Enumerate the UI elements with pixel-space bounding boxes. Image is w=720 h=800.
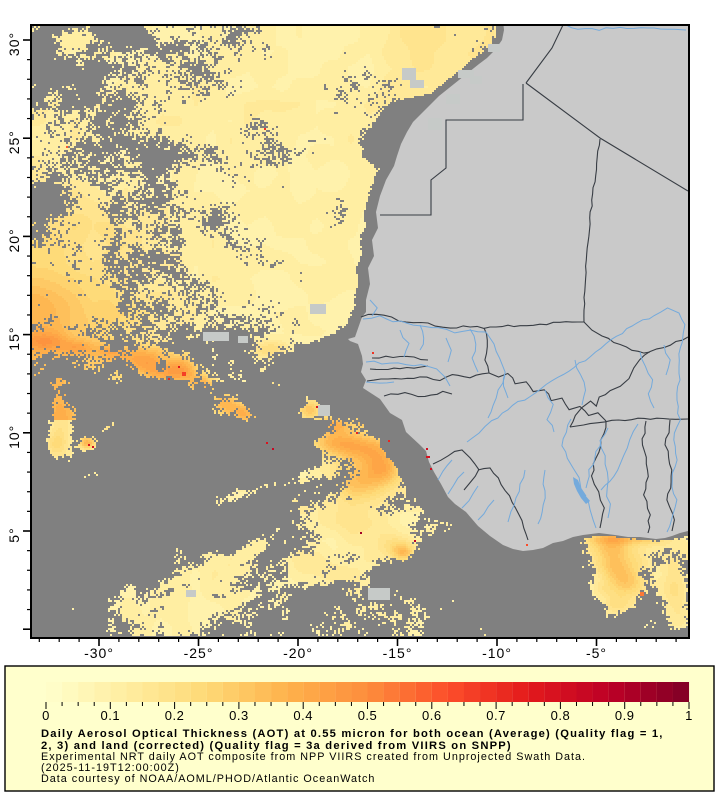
svg-text:-25°: -25° [184, 645, 214, 661]
svg-text:0.8: 0.8 [551, 708, 571, 723]
svg-text:-10°: -10° [482, 645, 512, 661]
svg-text:0.9: 0.9 [615, 708, 635, 723]
svg-text:Experimental NRT daily AOT com: Experimental NRT daily AOT composite fro… [41, 751, 586, 763]
svg-text:0.2: 0.2 [165, 708, 185, 723]
svg-text:0.1: 0.1 [101, 708, 121, 723]
svg-text:0.7: 0.7 [486, 708, 506, 723]
svg-text:0.4: 0.4 [293, 708, 313, 723]
svg-text:15°: 15° [6, 327, 22, 351]
svg-text:5°: 5° [6, 527, 22, 542]
svg-text:0.6: 0.6 [422, 708, 442, 723]
svg-text:1: 1 [685, 708, 693, 723]
svg-text:0.5: 0.5 [358, 708, 378, 723]
svg-text:Data courtesy of NOAA/AOML/PHO: Data courtesy of NOAA/AOML/PHOD/Atlantic… [41, 773, 375, 785]
svg-text:30°: 30° [6, 32, 22, 56]
svg-text:(2025-11-19T12:00:00Z): (2025-11-19T12:00:00Z) [41, 762, 180, 774]
svg-text:-5°: -5° [586, 645, 607, 661]
svg-text:2, 3) and land (corrected) (Qu: 2, 3) and land (corrected) (Quality flag… [41, 740, 512, 752]
svg-text:25°: 25° [6, 130, 22, 154]
svg-text:-20°: -20° [283, 645, 313, 661]
svg-text:-15°: -15° [383, 645, 413, 661]
svg-text:Daily Aerosol Optical Thicknes: Daily Aerosol Optical Thickness (AOT) at… [41, 728, 664, 740]
svg-text:-30°: -30° [84, 645, 114, 661]
svg-text:10°: 10° [6, 425, 22, 449]
svg-text:20°: 20° [6, 228, 22, 252]
svg-text:0.3: 0.3 [229, 708, 249, 723]
svg-text:0: 0 [42, 708, 50, 723]
